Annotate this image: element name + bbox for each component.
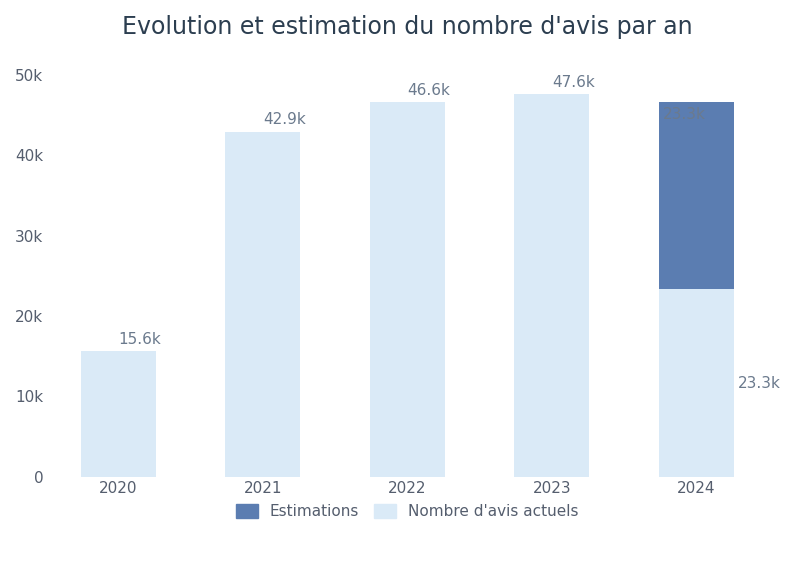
Text: 46.6k: 46.6k bbox=[407, 83, 450, 98]
Text: 47.6k: 47.6k bbox=[552, 75, 594, 90]
Text: 15.6k: 15.6k bbox=[118, 332, 161, 347]
Bar bbox=[658, 102, 734, 289]
Bar bbox=[514, 94, 590, 477]
Text: 23.3k: 23.3k bbox=[663, 107, 706, 122]
Bar bbox=[658, 289, 734, 477]
Text: 42.9k: 42.9k bbox=[263, 112, 306, 127]
Bar bbox=[226, 132, 301, 477]
Legend: Estimations, Nombre d'avis actuels: Estimations, Nombre d'avis actuels bbox=[236, 504, 578, 519]
Bar bbox=[81, 351, 156, 477]
Text: 23.3k: 23.3k bbox=[738, 376, 781, 391]
Bar bbox=[370, 102, 445, 477]
Title: Evolution et estimation du nombre d'avis par an: Evolution et estimation du nombre d'avis… bbox=[122, 15, 693, 39]
